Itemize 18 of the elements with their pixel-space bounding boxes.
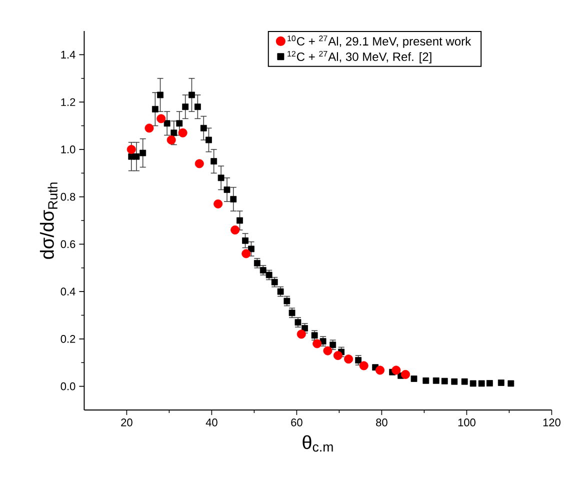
y-tick-label: 1.0 <box>61 146 76 154</box>
y-tick-label: 0.6 <box>60 240 76 248</box>
x-tick-label: 20 <box>121 418 132 426</box>
y-tick-label: 0.4 <box>60 288 76 296</box>
y-tick-label: 0.0 <box>60 382 76 390</box>
y-tick-label: 0.8 <box>60 192 76 201</box>
y-tick-label: 1.2 <box>61 98 76 106</box>
x-axis-title: θ$_{c.m}$ <box>302 435 333 452</box>
legend-label: $^{12}$C + $^{27}$Al, 30 MeV, Ref. [2] <box>288 50 432 64</box>
x-tick-label: 80 <box>376 418 388 426</box>
y-tick-label: 1.4 <box>61 50 76 58</box>
y-tick-label: 0.2 <box>60 335 76 343</box>
x-tick-label: 60 <box>291 418 302 426</box>
x-tick-label: 120 <box>543 418 560 426</box>
x-tick-label: 40 <box>206 418 218 426</box>
y-axis-title: dσ/dσ$_{Ruth}$ <box>40 182 58 259</box>
x-tick-label: 100 <box>458 418 476 426</box>
legend-label: $^{10}$C + $^{27}$Al, 29.1 MeV, present work <box>288 36 472 48</box>
